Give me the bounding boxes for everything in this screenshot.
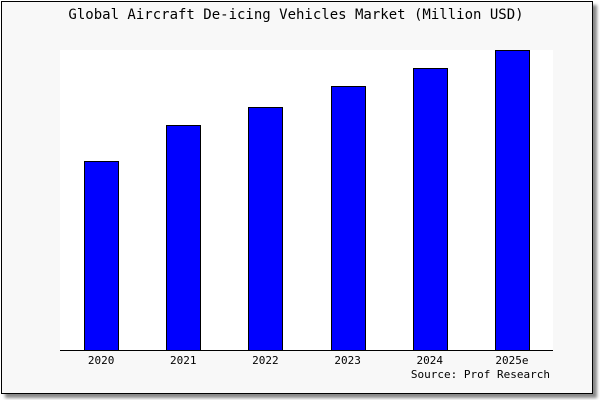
bar-2022 bbox=[248, 107, 283, 351]
bar-2023 bbox=[331, 86, 366, 351]
x-tick-label: 2022 bbox=[252, 354, 279, 367]
x-tick-label: 2023 bbox=[334, 354, 361, 367]
bar-2024 bbox=[413, 68, 448, 351]
x-tick-label: 2025e bbox=[495, 354, 528, 367]
bar-2021 bbox=[166, 125, 201, 351]
x-tick-label: 2020 bbox=[88, 354, 115, 367]
x-tick-label: 2024 bbox=[417, 354, 444, 367]
x-tick-label: 2021 bbox=[170, 354, 197, 367]
bar-2020 bbox=[84, 161, 119, 351]
source-note: Source: Prof Research bbox=[410, 368, 550, 381]
chart-title: Global Aircraft De-icing Vehicles Market… bbox=[68, 7, 524, 23]
plot-area bbox=[60, 50, 553, 350]
bar-2025e bbox=[495, 50, 530, 351]
